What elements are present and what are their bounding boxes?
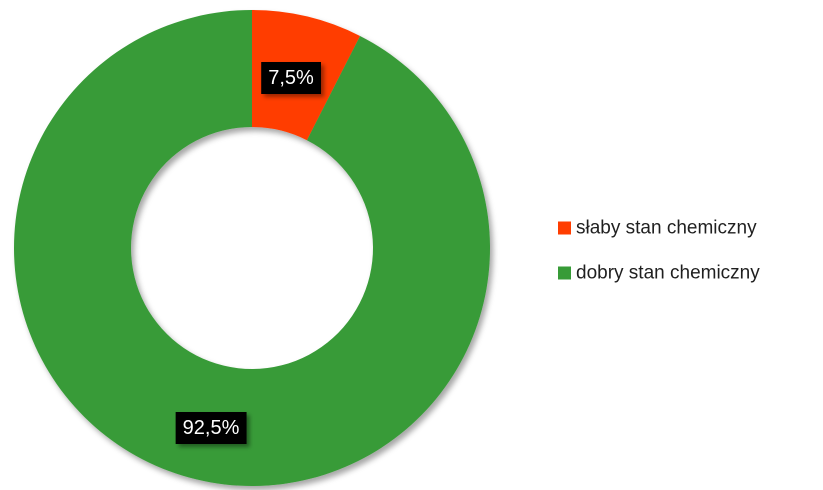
legend-swatch (558, 221, 571, 235)
legend-item-dobry: dobry stan chemiczny (558, 263, 760, 284)
legend-label: słaby stan chemiczny (576, 218, 757, 239)
data-label-text: 7,5% (268, 67, 314, 89)
data-label-box (261, 62, 322, 94)
donut-slices (14, 10, 491, 487)
data-labels: 7,5% 92,5% (175, 62, 322, 444)
data-label-slaby: 7,5% (261, 62, 322, 94)
data-label-text: 92,5% (183, 417, 240, 439)
legend-item-slaby: słaby stan chemiczny (558, 218, 757, 239)
legend-label: dobry stan chemiczny (576, 263, 760, 284)
data-label-dobry: 92,5% (175, 412, 247, 444)
legend-swatch (558, 266, 571, 280)
legend: słaby stan chemiczny dobry stan chemiczny (558, 218, 760, 284)
slice-dobry (14, 10, 491, 487)
data-label-box (175, 412, 247, 444)
